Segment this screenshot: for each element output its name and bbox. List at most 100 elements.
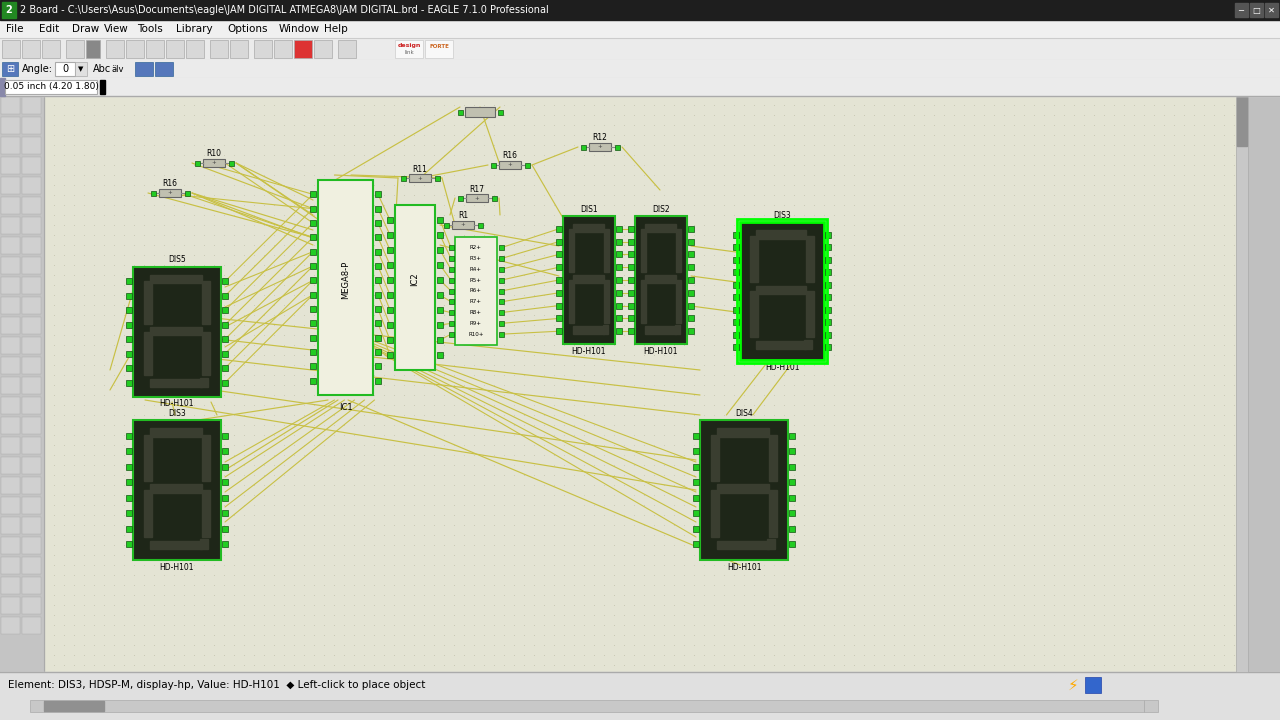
Bar bbox=[448, 310, 453, 315]
Bar bbox=[1, 537, 20, 554]
Text: R16: R16 bbox=[163, 179, 178, 189]
Bar bbox=[375, 248, 381, 255]
Bar bbox=[628, 226, 634, 232]
Bar bbox=[375, 292, 381, 297]
Text: Draw: Draw bbox=[72, 24, 99, 34]
Bar bbox=[768, 539, 776, 549]
Bar bbox=[692, 495, 699, 501]
Bar bbox=[733, 320, 739, 325]
Bar bbox=[1, 377, 20, 394]
Bar bbox=[788, 510, 795, 516]
Bar bbox=[44, 700, 1144, 712]
Bar bbox=[22, 577, 41, 594]
Bar bbox=[401, 176, 406, 181]
Bar bbox=[375, 220, 381, 226]
Text: HD-H101: HD-H101 bbox=[727, 562, 762, 572]
Bar bbox=[151, 191, 155, 196]
Bar bbox=[826, 320, 831, 325]
Bar bbox=[3, 40, 20, 58]
Text: MEGA8-P: MEGA8-P bbox=[340, 261, 349, 299]
Bar bbox=[806, 236, 814, 282]
Bar bbox=[253, 40, 273, 58]
Bar bbox=[788, 448, 795, 454]
Bar bbox=[22, 517, 41, 534]
Bar bbox=[1, 597, 20, 614]
Bar bbox=[310, 206, 316, 212]
Bar bbox=[628, 302, 634, 309]
Bar bbox=[448, 289, 453, 294]
Bar bbox=[616, 315, 622, 321]
Text: HD-H101: HD-H101 bbox=[644, 346, 678, 356]
Bar bbox=[0, 38, 1280, 60]
Bar bbox=[22, 377, 41, 394]
Bar bbox=[1, 357, 20, 374]
Bar bbox=[573, 275, 604, 283]
Bar bbox=[202, 281, 210, 324]
Bar bbox=[733, 269, 739, 275]
Bar bbox=[310, 320, 316, 326]
Text: R10+: R10+ bbox=[468, 332, 484, 337]
Bar bbox=[3, 2, 15, 18]
Bar bbox=[310, 349, 316, 355]
Bar bbox=[410, 174, 431, 182]
Bar bbox=[498, 300, 503, 305]
Bar bbox=[230, 40, 248, 58]
Bar bbox=[387, 217, 393, 223]
Bar bbox=[717, 485, 769, 493]
Text: 0.05 inch (4.20 1.80): 0.05 inch (4.20 1.80) bbox=[4, 83, 99, 91]
Bar bbox=[1236, 96, 1248, 672]
Bar bbox=[628, 251, 634, 257]
Bar bbox=[556, 328, 562, 334]
Bar bbox=[387, 262, 393, 268]
Text: HD-H101: HD-H101 bbox=[764, 362, 799, 372]
Text: R1: R1 bbox=[458, 212, 468, 220]
Bar bbox=[628, 238, 634, 245]
Bar bbox=[387, 232, 393, 238]
Bar bbox=[616, 264, 622, 270]
Text: 2 Board - C:\Users\Asus\Documents\eagle\JAM DIGITAL ATMEGA8\JAM DIGITAL.brd - EA: 2 Board - C:\Users\Asus\Documents\eagle\… bbox=[20, 5, 549, 15]
Bar bbox=[692, 448, 699, 454]
Bar bbox=[628, 264, 634, 270]
Bar bbox=[221, 510, 228, 516]
Bar bbox=[1, 277, 20, 294]
Bar bbox=[556, 289, 562, 296]
Bar bbox=[448, 300, 453, 305]
Text: FORTE: FORTE bbox=[429, 43, 449, 48]
Bar bbox=[100, 80, 105, 94]
Bar bbox=[733, 344, 739, 351]
Bar bbox=[499, 161, 521, 169]
Bar bbox=[125, 541, 132, 547]
Bar bbox=[22, 277, 41, 294]
Bar bbox=[436, 232, 443, 238]
Bar bbox=[0, 20, 1280, 38]
Bar bbox=[769, 490, 777, 537]
Bar bbox=[1, 97, 20, 114]
Bar bbox=[425, 40, 453, 58]
Bar bbox=[3, 62, 18, 76]
Bar bbox=[492, 196, 497, 200]
Bar bbox=[1, 177, 20, 194]
Bar bbox=[1, 577, 20, 594]
Bar bbox=[604, 280, 609, 323]
Bar bbox=[756, 341, 806, 349]
Text: ✕: ✕ bbox=[1267, 6, 1275, 14]
Bar bbox=[788, 541, 795, 547]
Bar bbox=[689, 264, 694, 270]
Text: +: + bbox=[508, 163, 512, 168]
Bar bbox=[1, 437, 20, 454]
Bar bbox=[150, 428, 202, 437]
Bar bbox=[125, 307, 132, 313]
Bar bbox=[788, 480, 795, 485]
Bar bbox=[1236, 96, 1247, 146]
Bar bbox=[1, 257, 20, 274]
Bar bbox=[22, 197, 41, 214]
Bar bbox=[573, 224, 604, 232]
Text: View: View bbox=[105, 24, 129, 34]
Bar bbox=[22, 237, 41, 254]
Bar bbox=[133, 420, 221, 560]
Text: HD-H101: HD-H101 bbox=[160, 400, 195, 408]
Bar bbox=[628, 289, 634, 296]
Bar bbox=[616, 277, 622, 283]
Bar bbox=[125, 379, 132, 385]
Bar bbox=[692, 526, 699, 532]
